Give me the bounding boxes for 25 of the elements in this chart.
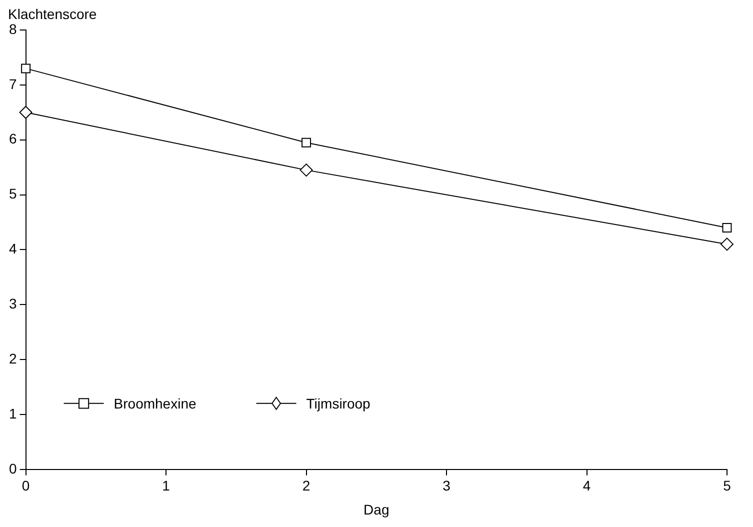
y-tick-label: 8	[8, 20, 17, 37]
y-tick-label: 7	[8, 76, 17, 92]
y-tick-label: 4	[8, 240, 17, 257]
point	[720, 238, 734, 251]
x-tick-label: 4	[582, 478, 591, 494]
legend-label: Broomhexine	[114, 395, 196, 412]
point	[300, 164, 313, 177]
y-tick-label: 1	[8, 405, 17, 422]
x-tick-label: 1	[162, 478, 170, 494]
point	[21, 64, 31, 74]
x-tick-label: 0	[22, 478, 30, 494]
y-tick-label: 5	[8, 186, 17, 202]
y-tick-label: 6	[8, 130, 17, 147]
x-axis-title: Dag	[364, 501, 390, 518]
y-axis-title: Klachtenscore	[8, 6, 97, 22]
legend-label: Tijmsiroop	[306, 395, 371, 412]
y-tick-label: 0	[8, 460, 17, 476]
y-tick-label: 3	[8, 295, 17, 312]
point	[19, 106, 32, 119]
point	[722, 222, 732, 232]
x-tick-label: 2	[302, 478, 310, 494]
point	[302, 138, 312, 148]
x-tick-label: 5	[723, 478, 732, 494]
x-tick-label: 3	[442, 478, 451, 494]
y-tick-label: 2	[8, 350, 17, 366]
